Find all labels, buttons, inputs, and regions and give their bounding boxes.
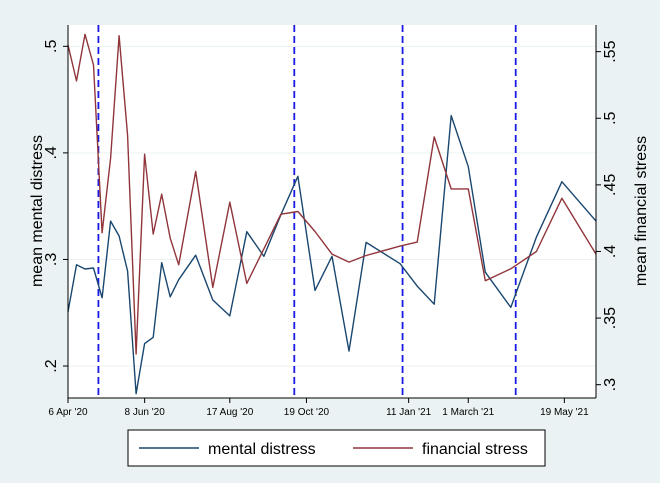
- y-right-tick-label: .35: [602, 307, 619, 329]
- y-axis-left-title: mean mental distress: [29, 135, 46, 287]
- y-right-tick-label: .45: [602, 174, 619, 196]
- y-left-tick-label: .5: [43, 40, 60, 53]
- x-tick-label: 11 Jan '21: [386, 407, 432, 418]
- y-left-tick-label: .2: [43, 359, 60, 372]
- y-left-tick-label: .3: [43, 253, 60, 266]
- y-right-tick-label: .4: [602, 245, 619, 258]
- series-line-mental-distress: [67, 114, 597, 395]
- event-lines: [97, 25, 517, 398]
- series-line-financial-stress: [67, 33, 597, 355]
- x-tick-label: 17 Aug '20: [206, 407, 253, 418]
- plot-area: [68, 25, 596, 398]
- x-tick-label: 19 May '21: [540, 407, 589, 418]
- series-lines: [67, 33, 597, 395]
- legend: mental distress financial stress: [127, 429, 546, 467]
- x-tick-label: 6 Apr '20: [48, 407, 88, 418]
- legend-label-financial: financial stress: [422, 441, 528, 458]
- y-right-tick-label: .5: [602, 111, 619, 124]
- x-tick-label: 1 March '21: [442, 407, 494, 418]
- axes: .2 .3 .4 .5 .3 .35 .4 .45 .5 .55 6 Apr '20 8 Jun '2…: [43, 25, 619, 418]
- x-tick-label: 19 Oct '20: [284, 407, 330, 418]
- x-tick-label: 8 Jun '20: [125, 407, 166, 418]
- y-right-tick-label: .55: [602, 40, 619, 62]
- y-right-tick-label: .3: [602, 378, 619, 391]
- y-axis-right-title: mean financial stress: [633, 136, 650, 286]
- legend-label-mental: mental distress: [208, 441, 316, 458]
- y-left-tick-label: .4: [43, 146, 60, 159]
